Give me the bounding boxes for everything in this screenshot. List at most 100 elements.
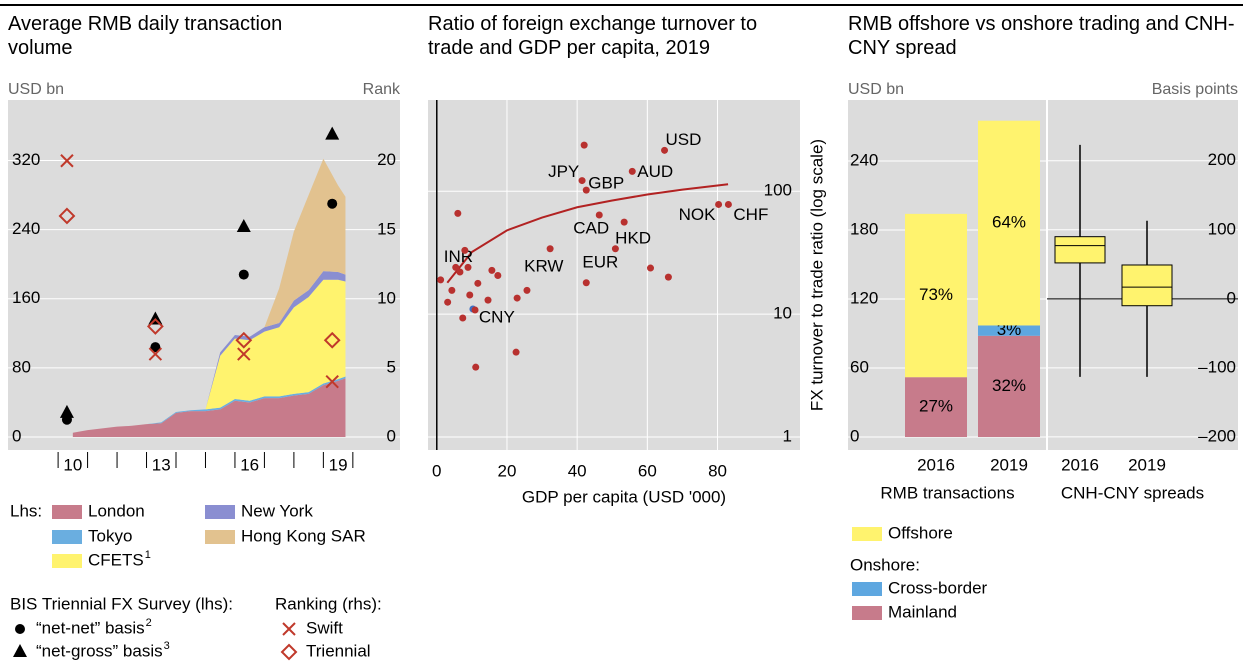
legend-marker (13, 644, 27, 657)
y-tick-label: –100 (1198, 357, 1236, 376)
legend-entry: London (88, 501, 145, 520)
bar-segment (978, 335, 1040, 438)
legend-entry: Hong Kong SAR (241, 526, 366, 545)
y-tick-label: 180 (850, 219, 878, 238)
point (580, 141, 588, 149)
y-tick-label: 200 (1208, 150, 1236, 169)
chart-title: RMB offshore vs onshore trading and CNH-… (848, 13, 1235, 59)
survey-marker (150, 342, 161, 353)
point (459, 314, 467, 322)
x-tick-label: 40 (568, 461, 587, 480)
point (461, 246, 469, 254)
share-label: 73% (919, 285, 953, 304)
survey-marker (148, 311, 163, 325)
point (471, 306, 479, 314)
legend-swatch (52, 554, 82, 568)
point (437, 276, 445, 284)
point (484, 296, 492, 304)
point-label: JPY (548, 162, 579, 181)
ranking-marker (60, 154, 74, 168)
footnote-mark: 2 (146, 617, 152, 629)
ranking-marker (325, 374, 339, 389)
group-label: RMB transactions (880, 483, 1014, 502)
share-label: 32% (992, 376, 1026, 395)
ranking-marker (146, 318, 164, 335)
y-axis-label: FX turnover to trade ratio (log scale) (807, 139, 826, 411)
y2-axis-label: Rank (363, 81, 401, 98)
legend-swatch (52, 505, 82, 519)
point (494, 272, 502, 280)
y-tick-label: 5 (387, 357, 396, 376)
survey-marker (325, 126, 340, 140)
point (628, 167, 636, 175)
plot-background (428, 100, 800, 450)
y-tick-label: 60 (850, 357, 869, 376)
y-tick-label: 0 (387, 426, 396, 445)
point (448, 286, 456, 294)
y-tick-label: 120 (850, 288, 878, 307)
y-tick-label: –200 (1198, 426, 1236, 445)
y-axis-label: USD bn (8, 81, 64, 98)
legend-entry: “net-gross” basis (36, 641, 163, 660)
legend-entry: “net-net” basis (36, 618, 145, 637)
legend-label: Lhs: (10, 501, 42, 520)
y-tick-label: 100 (1208, 219, 1236, 238)
y-tick-label: 80 (12, 357, 31, 376)
footnote-mark: 1 (145, 549, 151, 561)
point-label: CAD (573, 218, 609, 237)
point (454, 209, 462, 217)
x-tick-label: 20 (498, 461, 517, 480)
y-tick-label: 10 (773, 304, 792, 323)
legend-entry: Swift (306, 618, 343, 637)
y-tick-label: 320 (12, 150, 40, 169)
y-tick-label: 240 (12, 219, 40, 238)
y-tick-label: 10 (377, 288, 396, 307)
y-axis-label: USD bn (848, 81, 904, 98)
y-tick-label: 0 (850, 426, 859, 445)
point (546, 245, 554, 253)
chart-title: Average RMB daily transaction volume (8, 13, 283, 59)
y-tick-label: 20 (377, 150, 396, 169)
legend-swatch (205, 505, 235, 519)
ranking-marker (235, 331, 253, 349)
x-axis-label: GDP per capita (USD '000) (522, 487, 726, 506)
legend-swatch (852, 582, 882, 596)
chart-title: Ratio of foreign exchange turnover to tr… (428, 13, 758, 59)
group-label: CNH-CNY spreads (1061, 483, 1204, 502)
survey-marker (238, 269, 249, 280)
point-label: NOK (679, 205, 717, 224)
legend-title: Ranking (rhs): (275, 594, 382, 613)
x-tick-label: 10 (63, 455, 82, 474)
point (444, 298, 452, 306)
legend-swatch (52, 530, 82, 544)
legend-marker (15, 624, 25, 634)
share-label: 27% (919, 397, 953, 416)
point (472, 363, 480, 371)
survey-marker (59, 404, 74, 418)
area (72, 378, 346, 438)
survey-marker (236, 219, 251, 233)
point (513, 294, 521, 302)
box-body (1054, 236, 1106, 264)
point (466, 291, 474, 299)
legend-marker (280, 643, 298, 661)
point-label: HKD (615, 229, 651, 248)
y-axis-label: Basis points (1152, 81, 1238, 98)
point-label: USD (666, 130, 702, 149)
x-tick-label: 60 (638, 461, 657, 480)
point (620, 218, 628, 226)
legend-marker (282, 622, 296, 636)
legend-entry: New York (241, 501, 313, 520)
ranking-marker (237, 347, 251, 361)
bar-segment (905, 377, 967, 438)
x-tick-label: 0 (432, 461, 441, 480)
point (611, 245, 619, 253)
point-label: CNY (479, 307, 515, 326)
point (595, 211, 603, 219)
point (512, 348, 520, 356)
point (523, 286, 531, 294)
point (724, 200, 732, 208)
y-tick-label: 0 (1227, 288, 1236, 307)
